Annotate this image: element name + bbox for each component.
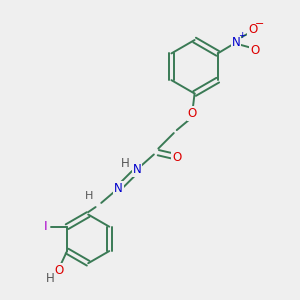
Text: N: N	[133, 164, 141, 176]
Text: O: O	[172, 151, 182, 164]
Text: H: H	[85, 191, 93, 201]
Text: I: I	[44, 220, 47, 233]
Text: N: N	[232, 36, 241, 49]
Text: −: −	[255, 19, 265, 29]
Text: +: +	[238, 31, 245, 40]
Text: O: O	[250, 44, 259, 57]
Text: O: O	[54, 264, 63, 277]
Text: H: H	[121, 158, 130, 170]
Text: H: H	[46, 272, 54, 285]
Text: O: O	[248, 23, 257, 36]
Text: O: O	[188, 107, 197, 120]
Text: N: N	[114, 182, 123, 195]
